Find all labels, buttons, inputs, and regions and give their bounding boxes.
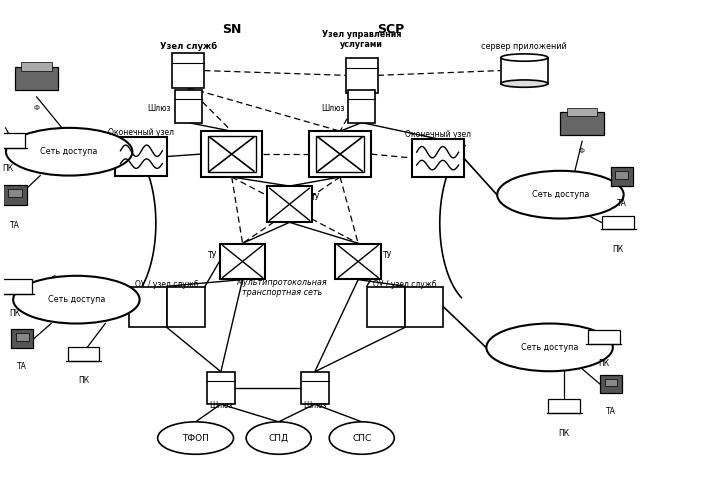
Text: Шлюз: Шлюз bbox=[321, 104, 344, 113]
Bar bbox=[207, 372, 234, 404]
Bar bbox=[207, 136, 256, 172]
Text: SN: SN bbox=[222, 23, 242, 36]
Text: Узел служб: Узел служб bbox=[160, 42, 217, 51]
Text: ТА: ТА bbox=[10, 221, 20, 230]
Text: Сеть доступа: Сеть доступа bbox=[531, 190, 589, 199]
Bar bbox=[173, 53, 205, 88]
Bar bbox=[0, 279, 32, 294]
Ellipse shape bbox=[246, 422, 311, 454]
Bar bbox=[346, 58, 378, 93]
Ellipse shape bbox=[6, 128, 132, 176]
Text: ПК: ПК bbox=[613, 245, 624, 254]
Bar bbox=[15, 67, 58, 90]
Bar bbox=[11, 329, 33, 348]
Text: ОУ / узел служб: ОУ / узел служб bbox=[135, 280, 199, 288]
Text: Сеть доступа: Сеть доступа bbox=[521, 343, 578, 352]
Bar bbox=[129, 287, 167, 327]
Bar bbox=[301, 372, 328, 404]
Bar bbox=[501, 58, 547, 84]
Bar bbox=[348, 90, 376, 122]
Ellipse shape bbox=[329, 422, 395, 454]
Text: Ф: Ф bbox=[579, 148, 585, 154]
Text: ПК: ПК bbox=[2, 164, 13, 173]
Text: ПК: ПК bbox=[598, 360, 609, 368]
Bar bbox=[3, 185, 27, 205]
Bar bbox=[561, 112, 604, 135]
Bar bbox=[611, 167, 633, 186]
Text: сервер приложений: сервер приложений bbox=[481, 43, 567, 51]
Bar bbox=[21, 62, 52, 71]
Bar bbox=[167, 287, 205, 327]
Text: Шлюз: Шлюз bbox=[148, 104, 171, 113]
Bar bbox=[336, 243, 381, 279]
Text: ТУ: ТУ bbox=[384, 251, 392, 260]
Bar bbox=[220, 243, 265, 279]
Text: Мультипротокольная
транспортная сеть: Мультипротокольная транспортная сеть bbox=[237, 278, 328, 298]
Text: ТА: ТА bbox=[617, 199, 627, 208]
Bar bbox=[588, 330, 620, 344]
Text: СПС: СПС bbox=[352, 433, 371, 443]
Bar bbox=[68, 347, 100, 360]
Text: Ф: Ф bbox=[33, 105, 39, 111]
Bar bbox=[567, 108, 597, 116]
Text: Оконечный узел: Оконечный узел bbox=[108, 128, 175, 137]
Text: Шлюз: Шлюз bbox=[209, 401, 233, 410]
Text: ТА: ТА bbox=[606, 407, 616, 416]
Bar bbox=[309, 132, 371, 177]
Bar bbox=[411, 139, 464, 177]
Bar bbox=[548, 399, 580, 413]
Ellipse shape bbox=[158, 422, 234, 454]
Text: СПД: СПД bbox=[269, 433, 289, 443]
Text: Узел управления
услугами: Узел управления услугами bbox=[322, 30, 402, 49]
Text: ТУ: ТУ bbox=[311, 192, 320, 202]
Text: ПК: ПК bbox=[78, 376, 89, 385]
Bar bbox=[0, 133, 25, 148]
Ellipse shape bbox=[501, 80, 547, 87]
Text: ПК: ПК bbox=[9, 309, 20, 318]
Bar bbox=[8, 189, 22, 197]
Bar bbox=[116, 137, 167, 176]
Text: Сеть доступа: Сеть доступа bbox=[41, 147, 98, 156]
Bar bbox=[602, 216, 634, 229]
Bar bbox=[16, 334, 28, 341]
Text: ОУ / узел служб: ОУ / узел служб bbox=[373, 280, 437, 288]
Ellipse shape bbox=[486, 324, 613, 371]
Text: ТУ: ТУ bbox=[208, 251, 217, 260]
Text: Шлюз: Шлюз bbox=[303, 401, 327, 410]
Ellipse shape bbox=[13, 276, 140, 324]
Bar bbox=[316, 136, 364, 172]
Bar bbox=[605, 379, 617, 386]
Text: ПК: ПК bbox=[558, 429, 569, 437]
Text: SCP: SCP bbox=[377, 23, 404, 36]
Bar bbox=[266, 186, 312, 222]
Bar bbox=[615, 171, 628, 179]
Text: Оконечный узел: Оконечный узел bbox=[405, 130, 470, 139]
Ellipse shape bbox=[497, 171, 624, 218]
Text: Сеть доступа: Сеть доступа bbox=[48, 295, 105, 304]
Bar bbox=[201, 132, 262, 177]
Text: ТФОП: ТФОП bbox=[182, 433, 209, 443]
Bar bbox=[405, 287, 443, 327]
Text: ТА: ТА bbox=[17, 362, 27, 371]
Ellipse shape bbox=[501, 54, 547, 61]
Bar bbox=[367, 287, 405, 327]
Bar bbox=[600, 374, 622, 394]
Bar bbox=[175, 90, 202, 122]
